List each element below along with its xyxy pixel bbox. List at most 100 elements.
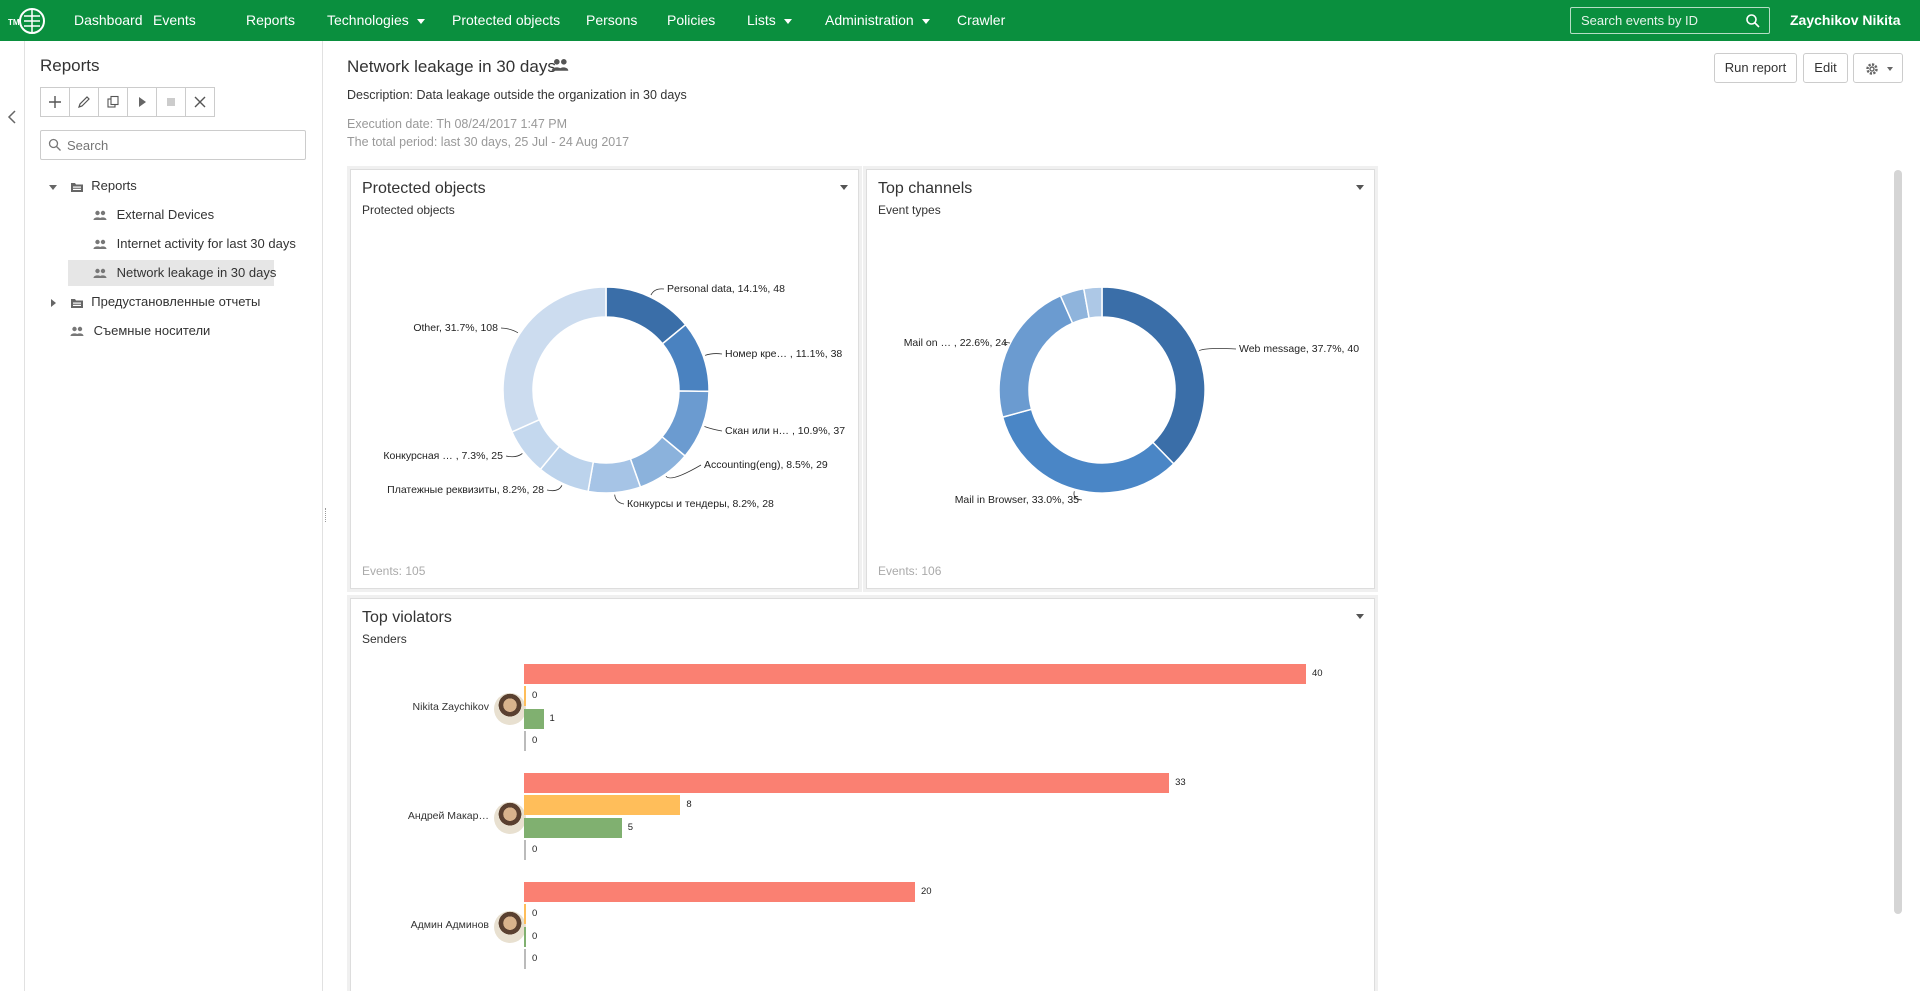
pencil-icon	[78, 96, 90, 108]
donut-slice[interactable]	[1082, 286, 1103, 320]
donut-label-connector	[1073, 491, 1083, 501]
donut-label-connector	[546, 485, 563, 492]
tree-item-reports[interactable]: Reports	[48, 173, 137, 199]
top-channels-donut-chart: Web message, 37.7%, 40 Mail in Browser, 3…	[904, 286, 1359, 506]
nav-policies[interactable]: Policies	[667, 12, 716, 28]
nav-technologies[interactable]: Technologies	[327, 0, 425, 41]
donut-slice-label: Accounting(eng), 8.5%, 29	[704, 459, 828, 471]
violator-name: Nikita Zaychikov	[412, 701, 489, 713]
svg-text:TM: TM	[8, 18, 20, 27]
donut-slice-label: Mail on … , 22.6%, 24	[904, 337, 1007, 349]
donut-slice[interactable]	[1101, 286, 1206, 465]
widget-footer: Events: 106	[878, 564, 942, 578]
donut-slice-label: Конкурсы и тендеры, 8.2%, 28	[627, 498, 774, 510]
chevron-down-icon	[783, 18, 792, 24]
delete-report-button[interactable]	[185, 87, 215, 117]
nav-dashboard[interactable]: Dashboard	[74, 12, 143, 28]
nav-reports[interactable]: Reports	[246, 12, 296, 28]
nav-administration[interactable]: Administration	[825, 0, 930, 41]
donut-label-connector	[704, 426, 723, 432]
copy-report-button[interactable]	[98, 87, 128, 117]
violator-bar[interactable]	[524, 730, 526, 751]
donut-label-connector	[650, 288, 665, 296]
run-report-button[interactable]: Run report	[1714, 53, 1797, 83]
donut-slice[interactable]	[1001, 408, 1175, 494]
chevron-down-icon	[1887, 66, 1894, 71]
nav-protected-objects[interactable]: Protected objects	[452, 12, 561, 28]
nav-events[interactable]: Events	[153, 12, 196, 28]
event-id-search-input[interactable]	[1570, 7, 1770, 34]
donut-slice-label: Конкурсная … , 7.3%, 25	[383, 450, 503, 462]
violator-bar[interactable]	[524, 948, 526, 969]
violator-bar[interactable]	[524, 817, 622, 838]
widget-menu-caret[interactable]	[1356, 185, 1364, 190]
stop-icon	[167, 98, 175, 106]
widget-menu-caret[interactable]	[840, 185, 848, 190]
violator-name: Андрей Макар…	[407, 810, 489, 822]
add-report-button[interactable]	[40, 87, 70, 117]
tree-item-network-leakage[interactable]: Network leakage in 30 days	[68, 260, 276, 286]
bar-value-label: 0	[532, 734, 538, 746]
nav-crawler[interactable]: Crawler	[957, 12, 1006, 28]
sidebar-title: Reports	[40, 56, 100, 75]
people-icon	[93, 210, 107, 221]
caret-down-icon[interactable]	[48, 182, 58, 192]
logo-icon[interactable]: TM	[8, 6, 48, 36]
tree-item-internet-activity[interactable]: Internet activity for last 30 days	[93, 231, 296, 257]
donut-slice[interactable]	[998, 294, 1074, 419]
donut-slice[interactable]	[502, 286, 607, 433]
tree-item-removable-media[interactable]: Съемные носители	[70, 318, 210, 344]
donut-slice-label: Скан или н… , 10.9%, 37	[725, 425, 845, 437]
violator-bar[interactable]	[524, 926, 526, 947]
resize-handle[interactable]	[325, 508, 328, 522]
widget-subtitle: Event types	[878, 203, 941, 217]
top-violators-widget: Top violators Senders Nikita Zaychikov 40…	[350, 598, 1375, 991]
violator-bar[interactable]	[524, 839, 526, 860]
sidebar-collapse-strip	[0, 41, 25, 991]
bar-value-label: 0	[532, 690, 538, 702]
donut-label-connector	[614, 494, 625, 505]
violator-bar[interactable]	[524, 882, 915, 902]
donut-label-connector	[505, 453, 523, 458]
close-icon	[194, 96, 206, 108]
donut-slice[interactable]	[587, 457, 642, 494]
tree-item-external-devices[interactable]: External Devices	[93, 202, 214, 228]
top-channels-widget: Top channels Event types Web message, 37…	[866, 169, 1375, 589]
violator-bar[interactable]	[524, 686, 526, 707]
protected-objects-donut-chart: Personal data, 14.1%, 48 Номер кре… , 11.…	[383, 283, 845, 510]
tree-item-preset-reports[interactable]: Предустановленные отчеты	[48, 289, 260, 315]
avatar[interactable]	[494, 802, 526, 834]
people-icon	[93, 239, 107, 250]
total-period: The total period: last 30 days, 25 Jul -…	[347, 135, 630, 149]
nav-lists[interactable]: Lists	[747, 0, 792, 41]
violator-bar[interactable]	[524, 664, 1306, 684]
sidebar-search-input[interactable]	[40, 130, 306, 160]
chevron-left-icon[interactable]	[7, 109, 17, 125]
search-icon[interactable]	[1745, 13, 1761, 29]
bar-value-label: 0	[532, 952, 538, 964]
sidebar-toolbar	[40, 87, 215, 117]
violator-bar[interactable]	[524, 773, 1170, 793]
stop-report-button[interactable]	[156, 87, 186, 117]
nav-persons[interactable]: Persons	[586, 12, 638, 28]
widget-menu-caret[interactable]	[1356, 614, 1364, 619]
bar-value-label: 33	[1175, 777, 1186, 788]
bar-value-label: 5	[627, 821, 634, 833]
violator-bar[interactable]	[524, 795, 681, 816]
violator-bar[interactable]	[524, 708, 544, 729]
main-scrollbar[interactable]	[1894, 170, 1902, 914]
edit-report-button[interactable]	[69, 87, 99, 117]
caret-right-icon[interactable]	[48, 298, 58, 308]
donut-slice-label: Mail in Browser, 33.0%, 35	[955, 494, 1079, 506]
run-report-toolbar-button[interactable]	[127, 87, 157, 117]
donut-label-connector	[1199, 348, 1237, 351]
user-menu[interactable]: Zaychikov Nikita	[1790, 12, 1901, 28]
bar-value-label: 0	[532, 843, 538, 855]
bar-value-label: 40	[1312, 668, 1323, 679]
violator-bar[interactable]	[524, 904, 526, 925]
edit-button[interactable]: Edit	[1803, 53, 1848, 83]
avatar[interactable]	[494, 693, 526, 725]
settings-button[interactable]	[1853, 53, 1903, 83]
avatar[interactable]	[494, 911, 526, 943]
donut-slice-label: Other, 31.7%, 108	[413, 322, 498, 334]
